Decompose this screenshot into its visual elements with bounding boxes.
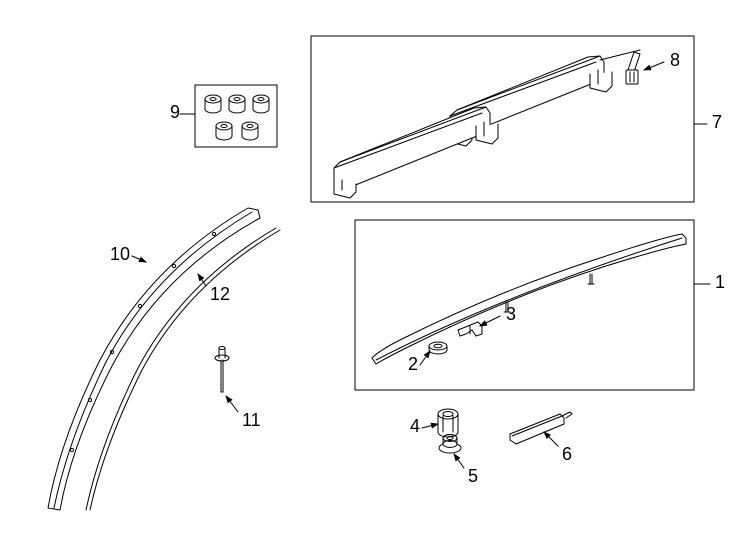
label-10: 10 [110, 244, 130, 264]
label-11: 11 [242, 410, 261, 430]
label-8: 8 [670, 50, 680, 70]
label-3: 3 [506, 304, 516, 324]
part-cross-bar-front [334, 107, 498, 198]
label-12: 12 [210, 284, 230, 304]
part-spacer-sleeve [438, 409, 458, 437]
label-7: 7 [712, 112, 722, 132]
label-6: 6 [562, 444, 572, 464]
part-lock-nut-set [205, 95, 269, 140]
label-1: 1 [715, 272, 725, 292]
labels: 1 2 3 4 5 6 7 8 9 10 11 12 [110, 50, 725, 486]
label-5: 5 [468, 466, 478, 486]
frame-9 [195, 85, 277, 147]
part-rivet [215, 347, 229, 393]
label-2: 2 [408, 354, 418, 374]
part-bracket-clip [458, 322, 482, 336]
label-4: 4 [410, 416, 420, 436]
part-sealant-tube [510, 412, 572, 444]
label-9: 9 [170, 102, 180, 122]
part-roof-side-rail [372, 234, 686, 364]
parts-diagram: 1 2 3 4 5 6 7 8 9 10 11 12 [0, 0, 734, 540]
part-washer [429, 342, 447, 354]
